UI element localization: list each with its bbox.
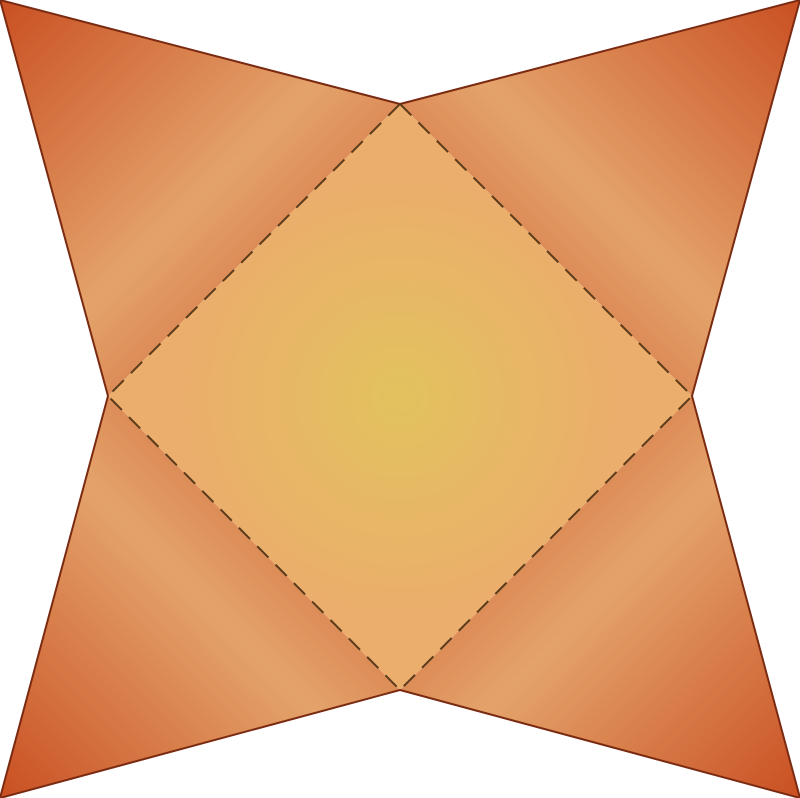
- center-square: [108, 104, 692, 690]
- flap-bottom-right: [400, 396, 800, 798]
- flap-bottom-left: [0, 396, 400, 798]
- flap-top-left: [0, 0, 400, 396]
- fold-lines: [106, 102, 694, 692]
- flap-top-right: [400, 0, 800, 396]
